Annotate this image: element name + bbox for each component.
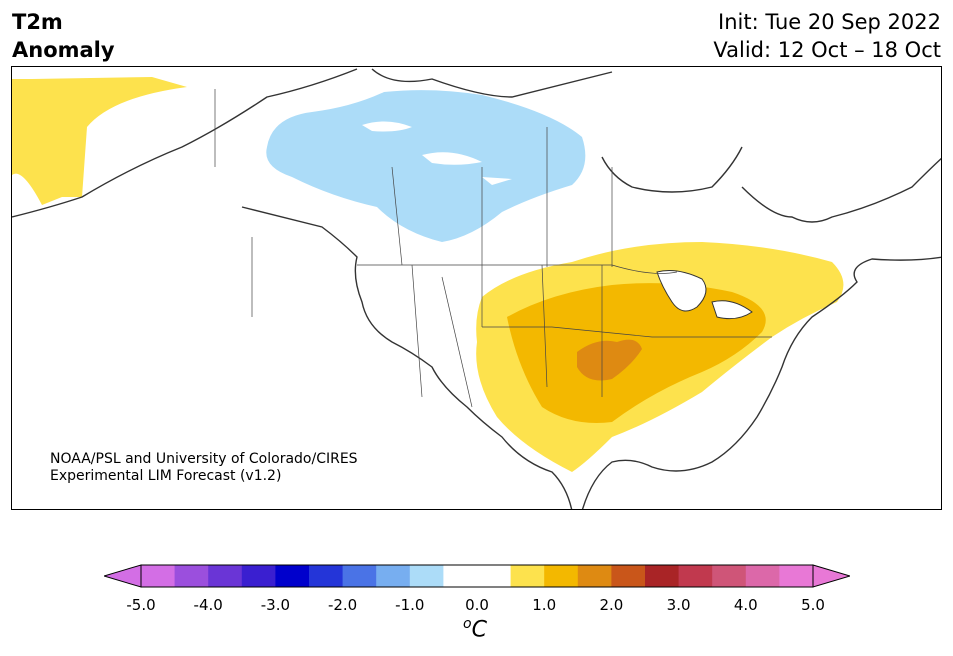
forecast-dates: Init: Tue 20 Sep 2022 Valid: 12 Oct – 18… bbox=[713, 8, 941, 64]
colorbar-segment bbox=[174, 565, 209, 587]
colorbar-segment bbox=[678, 565, 713, 587]
coastline bbox=[12, 68, 941, 509]
credit-line-1: NOAA/PSL and University of Colorado/CIRE… bbox=[50, 451, 358, 467]
colorbar-segment bbox=[611, 565, 646, 587]
colorbar-segment bbox=[779, 565, 814, 587]
unit-degree: o bbox=[463, 616, 472, 632]
colorbar-tick-label: 1.0 bbox=[532, 596, 557, 614]
alaska-warm-anomaly bbox=[12, 77, 187, 205]
anomaly-map: NOAA/PSL and University of Colorado/CIRE… bbox=[11, 66, 942, 510]
colorbar-high-extend bbox=[812, 564, 850, 588]
colorbar-tick-label: -2.0 bbox=[327, 596, 358, 614]
colorbar bbox=[104, 564, 850, 588]
canada-cold-anomaly bbox=[266, 90, 586, 242]
colorbar-segment bbox=[342, 565, 377, 587]
unit-letter: C bbox=[471, 617, 487, 643]
colorbar-tick-label: -4.0 bbox=[193, 596, 223, 614]
colorbar-unit: oC bbox=[463, 616, 487, 642]
title-subtitle: Anomaly bbox=[12, 38, 115, 62]
colorbar-segment bbox=[577, 565, 612, 587]
colorbar-tick-label: -5.0 bbox=[126, 596, 156, 614]
colorbar-tick-label: -1.0 bbox=[395, 596, 425, 614]
colorbar-segment bbox=[275, 565, 310, 587]
colorbar-tick-label: 3.0 bbox=[666, 596, 691, 614]
colorbar-segment bbox=[510, 565, 545, 587]
colorbar-segments bbox=[104, 564, 850, 588]
colorbar-ticks: -5.0 -4.0 -3.0 -2.0 -1.0 0.0 1.0 2.0 3.0 4.0 5.0 bbox=[0, 596, 953, 616]
credit-line-2: Experimental LIM Forecast (v1.2) bbox=[50, 468, 282, 484]
colorbar-tick-label: 4.0 bbox=[733, 596, 758, 614]
colorbar-segment bbox=[376, 565, 411, 587]
plains-orange-anomaly bbox=[577, 339, 642, 381]
map-title: T2m Anomaly bbox=[12, 8, 115, 64]
colorbar-segment bbox=[208, 565, 243, 587]
political-borders bbox=[214, 89, 772, 408]
great-lakes bbox=[656, 270, 753, 320]
colorbar-segment bbox=[712, 565, 747, 587]
canadian-lakes bbox=[362, 121, 512, 185]
colorbar-segment bbox=[309, 565, 344, 587]
colorbar-segment bbox=[443, 565, 478, 587]
colorbar-low-extend bbox=[104, 564, 142, 588]
colorbar-segment bbox=[477, 565, 512, 587]
colorbar-segment bbox=[745, 565, 780, 587]
title-variable: T2m bbox=[12, 10, 63, 34]
colorbar-border bbox=[140, 564, 814, 588]
credit-text: NOAA/PSL and University of Colorado/CIRE… bbox=[50, 451, 358, 485]
colorbar-tick-label: 2.0 bbox=[599, 596, 624, 614]
colorbar-tick-label: -3.0 bbox=[260, 596, 291, 614]
valid-dates: Valid: 12 Oct – 18 Oct bbox=[713, 38, 941, 62]
colorbar-segment bbox=[645, 565, 680, 587]
map-canvas bbox=[12, 68, 941, 509]
colorbar-segment bbox=[141, 565, 176, 587]
colorbar-tick-label: 5.0 bbox=[801, 596, 825, 614]
colorbar-segment bbox=[241, 565, 276, 587]
colorbar-segment bbox=[409, 565, 444, 587]
colorbar-tick-label: 0.0 bbox=[465, 596, 489, 614]
colorbar-segment bbox=[544, 565, 579, 587]
init-date: Init: Tue 20 Sep 2022 bbox=[718, 10, 941, 34]
